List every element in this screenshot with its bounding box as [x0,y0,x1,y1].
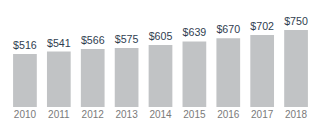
svg-text:2014: 2014 [149,109,172,120]
svg-text:$575: $575 [115,33,139,45]
svg-text:2017: 2017 [251,109,274,120]
svg-text:2013: 2013 [115,109,138,120]
svg-text:2016: 2016 [217,109,240,120]
svg-text:2010: 2010 [14,109,37,120]
svg-text:2018: 2018 [285,109,308,120]
svg-text:$605: $605 [149,30,173,42]
svg-text:$566: $566 [81,34,105,46]
svg-text:$541: $541 [47,37,71,49]
svg-text:$639: $639 [183,26,207,38]
svg-text:2012: 2012 [82,109,105,120]
svg-text:2011: 2011 [48,109,70,120]
svg-text:$516: $516 [13,39,37,51]
svg-text:$702: $702 [250,20,274,32]
svg-text:$750: $750 [284,15,308,27]
svg-text:$670: $670 [216,23,240,35]
svg-text:2015: 2015 [183,109,206,120]
